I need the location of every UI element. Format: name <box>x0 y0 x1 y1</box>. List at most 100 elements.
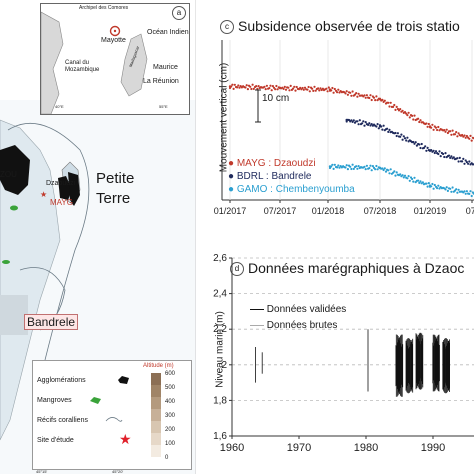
data-point <box>372 96 376 99</box>
africa-coast <box>41 11 64 114</box>
data-point <box>274 88 277 91</box>
data-point <box>377 127 380 130</box>
data-point <box>432 149 435 152</box>
data-point <box>444 130 447 133</box>
data-point <box>356 120 359 123</box>
data-point <box>331 86 334 90</box>
label-mayg: MAYG <box>50 198 73 207</box>
data-point-anchor <box>378 125 382 128</box>
data-point <box>394 108 397 111</box>
data-point <box>403 174 407 177</box>
data-point <box>257 85 260 88</box>
data-point <box>367 123 370 126</box>
series-2 <box>328 163 474 198</box>
data-point <box>358 119 361 122</box>
data-point <box>344 166 347 169</box>
data-point <box>370 169 373 172</box>
data-point <box>445 128 448 131</box>
data-point <box>434 150 438 153</box>
data-point <box>386 127 389 130</box>
site-star-dzaoudzi: ★ <box>40 190 47 199</box>
data-point <box>331 163 334 166</box>
data-point <box>389 168 392 171</box>
data-point-anchor <box>428 149 432 152</box>
data-point <box>465 134 468 138</box>
data-point <box>463 190 466 193</box>
panel-badge-d: d <box>230 262 244 276</box>
coral-reef-outline <box>7 123 90 361</box>
tide-segment <box>442 338 451 394</box>
legend-item-agglomerations: Agglomérations <box>37 377 86 384</box>
data-point <box>450 133 453 136</box>
data-point <box>418 143 421 146</box>
altitude-tick: 200 <box>165 427 176 433</box>
altitude-swatch <box>151 385 161 397</box>
data-point <box>405 112 408 115</box>
bandrele-terrain <box>0 295 28 335</box>
mayotte-locator <box>109 25 121 37</box>
altitude-swatch <box>151 433 161 445</box>
tick-label-x: 1980 <box>354 442 378 454</box>
data-point <box>287 86 290 89</box>
chart-c-title: Subsidence observée de trois statio <box>238 18 460 34</box>
data-point <box>375 164 378 168</box>
data-point-anchor <box>328 88 332 91</box>
data-point <box>455 131 458 134</box>
altitude-swatch <box>151 409 161 421</box>
data-point <box>303 86 307 89</box>
data-point-anchor <box>428 184 432 187</box>
data-point <box>407 111 410 114</box>
altitude-swatch <box>151 373 161 385</box>
data-point <box>444 188 447 191</box>
data-point <box>437 184 440 187</box>
data-point <box>346 93 349 96</box>
data-point <box>317 87 320 90</box>
legend-c-bdrl: ● BDRL : Bandrele <box>228 171 312 182</box>
tick-label-y: 2 <box>221 360 227 371</box>
data-point <box>355 165 358 168</box>
chart-d-title: Données marégraphiques à Dzaoc <box>248 260 465 276</box>
data-point <box>399 135 402 138</box>
data-point <box>387 130 390 133</box>
data-point <box>364 121 367 124</box>
data-point <box>426 125 429 128</box>
legend-item-site: Site d'étude <box>37 437 74 444</box>
data-point-anchor <box>278 86 282 90</box>
altitude-swatch <box>151 445 161 457</box>
data-point <box>319 87 322 90</box>
data-point <box>388 172 391 175</box>
tick-label-y: 2,2 <box>213 324 227 335</box>
data-point <box>350 119 353 122</box>
data-point <box>352 167 355 170</box>
data-point <box>432 128 435 131</box>
data-point <box>411 114 414 117</box>
data-point <box>337 88 340 91</box>
data-point <box>357 165 360 168</box>
data-point <box>295 85 298 89</box>
data-point <box>292 87 295 90</box>
data-point <box>462 157 465 160</box>
data-point <box>465 190 468 193</box>
data-point <box>426 146 429 149</box>
tick-label-x: 1990 <box>421 442 445 454</box>
altitude-tick: 400 <box>165 399 176 405</box>
data-point <box>400 133 403 136</box>
data-point <box>402 135 405 138</box>
data-point <box>469 190 472 193</box>
panel-c: c Subsidence observée de trois statio Mo… <box>200 0 474 228</box>
inset-label-canal: Canal du Mozambique <box>65 60 100 73</box>
data-point <box>326 90 329 93</box>
black-blob-icon <box>118 376 129 384</box>
data-point <box>426 185 429 188</box>
data-point <box>363 94 366 97</box>
data-point <box>438 150 441 153</box>
legend-c-gamo: ● GAMO : Chembenyoumba <box>228 184 355 195</box>
data-point <box>349 165 352 168</box>
data-point <box>425 122 428 125</box>
data-point <box>251 83 254 86</box>
data-point <box>384 170 388 173</box>
data-point <box>444 152 447 155</box>
data-point <box>237 84 240 87</box>
data-point-anchor <box>345 118 348 122</box>
data-point <box>406 136 409 139</box>
